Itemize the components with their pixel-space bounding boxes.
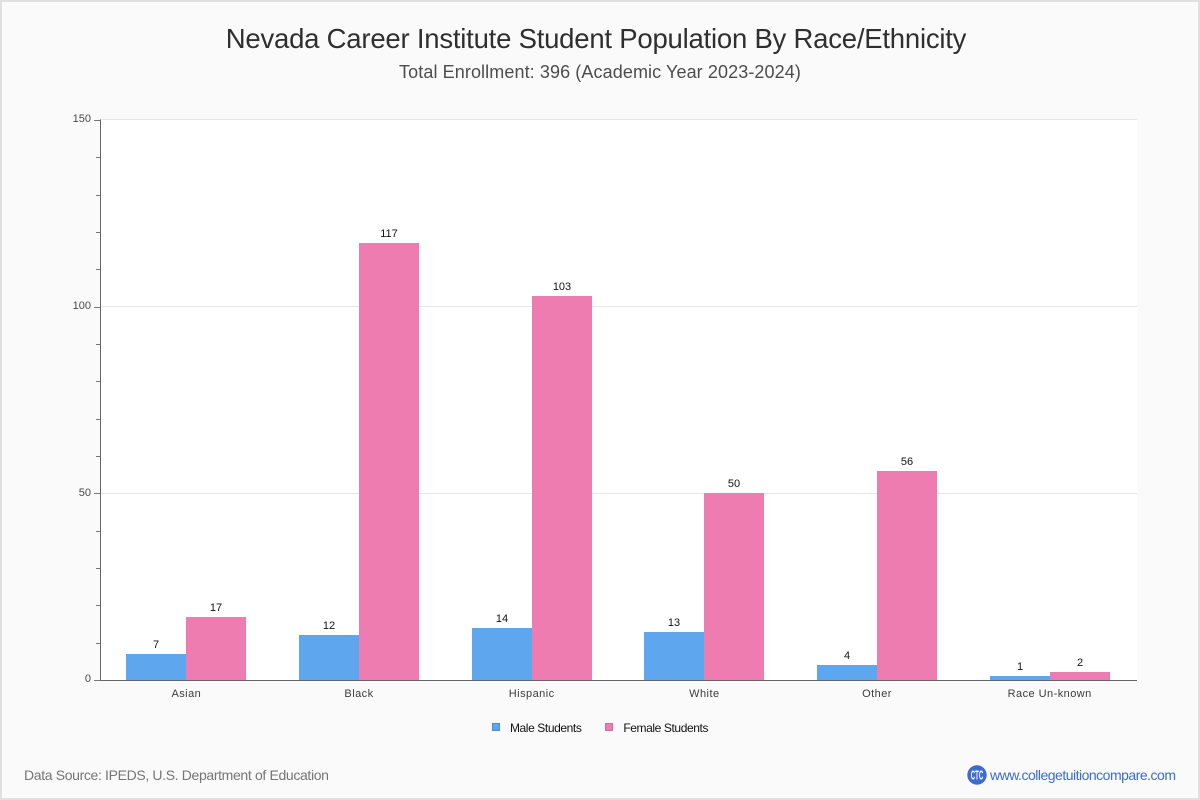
svg-text:CTC: CTC (971, 768, 984, 782)
